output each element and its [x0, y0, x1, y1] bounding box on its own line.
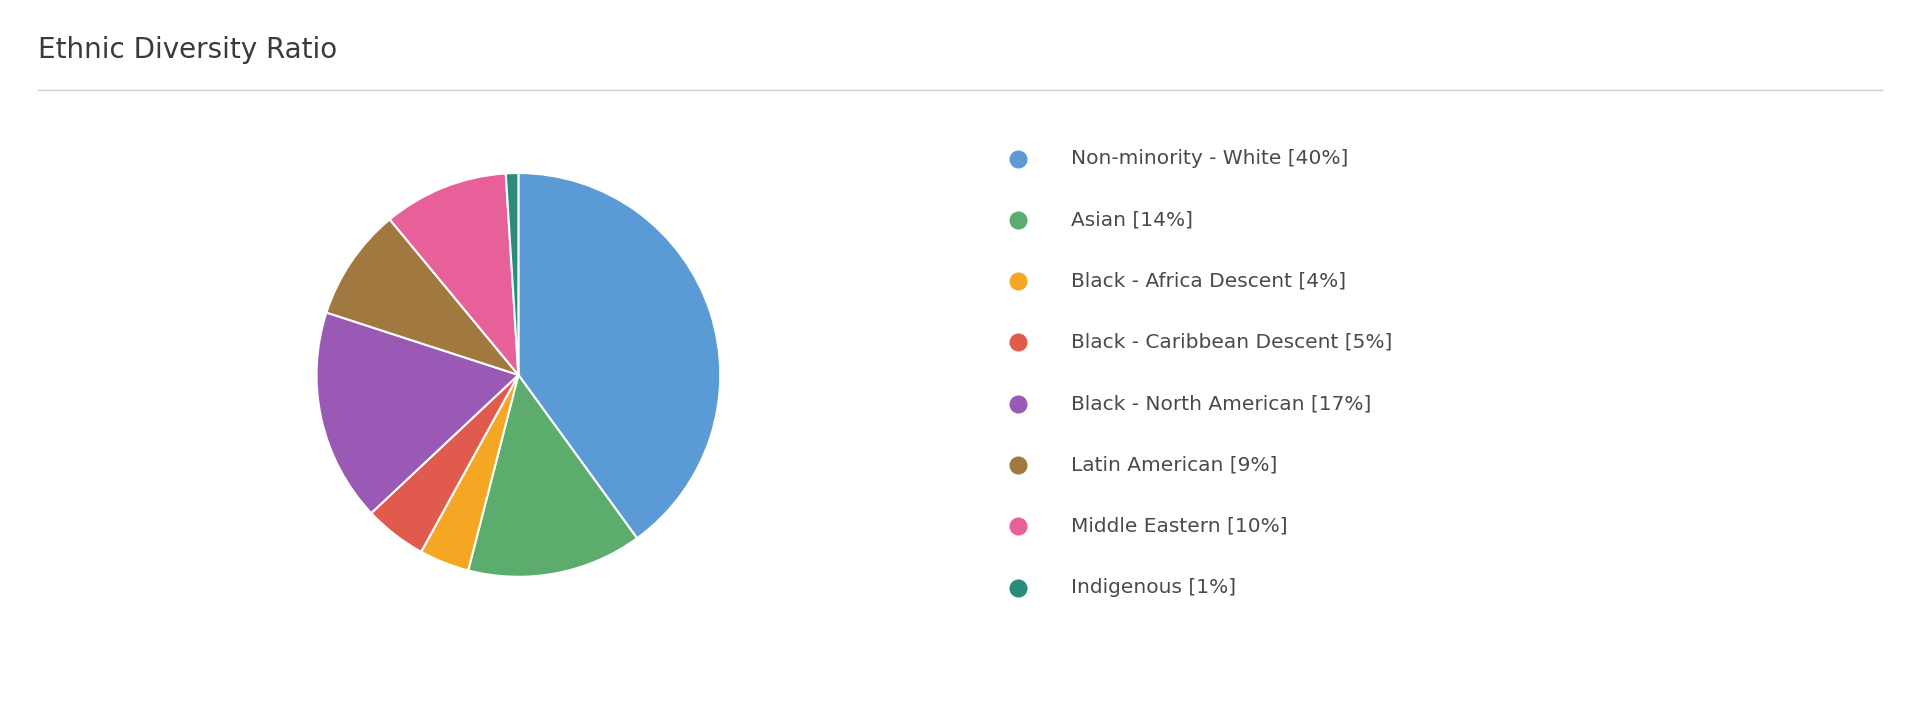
Wedge shape — [390, 174, 518, 375]
Text: Indigenous [1%]: Indigenous [1%] — [1071, 578, 1236, 597]
Text: Black - Africa Descent [4%]: Black - Africa Descent [4%] — [1071, 272, 1346, 291]
Wedge shape — [317, 312, 518, 513]
Wedge shape — [505, 173, 518, 375]
Text: Ethnic Diversity Ratio: Ethnic Diversity Ratio — [38, 36, 338, 64]
Text: Non-minority - White [40%]: Non-minority - White [40%] — [1071, 149, 1348, 168]
Wedge shape — [371, 375, 518, 552]
Wedge shape — [326, 219, 518, 375]
Text: Asian [14%]: Asian [14%] — [1071, 211, 1194, 229]
Text: Black - Caribbean Descent [5%]: Black - Caribbean Descent [5%] — [1071, 333, 1392, 352]
Wedge shape — [468, 375, 637, 577]
Text: Latin American [9%]: Latin American [9%] — [1071, 456, 1277, 474]
Wedge shape — [518, 173, 720, 539]
Text: Middle Eastern [10%]: Middle Eastern [10%] — [1071, 517, 1288, 536]
Wedge shape — [420, 375, 518, 570]
Text: Black - North American [17%]: Black - North American [17%] — [1071, 394, 1371, 413]
